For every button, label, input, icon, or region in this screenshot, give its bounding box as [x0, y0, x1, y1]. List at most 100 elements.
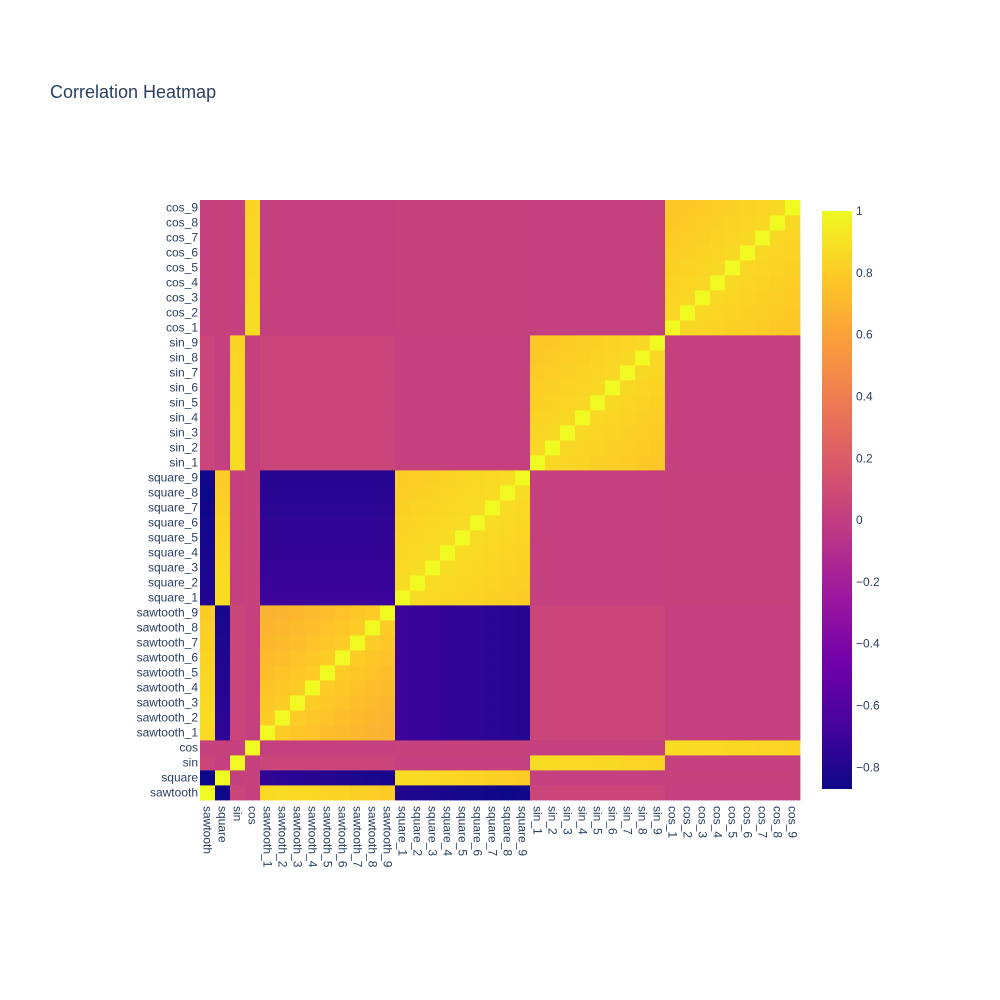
heatmap-cell-cos_7-sin_9 — [650, 230, 666, 246]
heatmap-cell-sin_9-square_6 — [470, 335, 486, 351]
heatmap-cell-sin_2-sawtooth — [200, 440, 216, 456]
heatmap-cell-sawtooth-sin — [230, 785, 246, 801]
heatmap-cell-sawtooth-sin_3 — [560, 785, 576, 801]
heatmap-cell-sin_8-sin_5 — [590, 350, 606, 366]
heatmap-cell-cos_2-square_2 — [410, 305, 426, 321]
heatmap-cell-cos_9-sawtooth_1 — [260, 200, 276, 216]
heatmap-cell-sin-sin — [230, 755, 246, 771]
heatmap-cell-sin_1-cos_4 — [710, 455, 726, 471]
heatmap-cell-sin_6-cos_4 — [710, 380, 726, 396]
heatmap-cell-cos_7-cos_7 — [755, 230, 771, 246]
heatmap-cell-square-sin_7 — [620, 770, 636, 786]
heatmap-cell-cos_5-cos — [245, 260, 261, 276]
heatmap-cell-sawtooth_1-sin_2 — [545, 725, 561, 741]
heatmap-cell-cos_7-square_9 — [515, 230, 531, 246]
heatmap-cell-sin_5-sin_1 — [530, 395, 546, 411]
heatmap-cell-sin_5-sawtooth_3 — [290, 395, 306, 411]
heatmap-cell-sawtooth_6-sawtooth_1 — [260, 650, 276, 666]
heatmap-cell-sawtooth_6-sawtooth_7 — [350, 650, 366, 666]
heatmap-cell-sawtooth_4-square_6 — [470, 680, 486, 696]
heatmap-cell-sawtooth_5-sawtooth_5 — [320, 665, 336, 681]
heatmap-cell-cos_5-cos_5 — [725, 260, 741, 276]
heatmap-cell-square_8-sawtooth — [200, 485, 216, 501]
heatmap-cell-square_6-square — [215, 515, 231, 531]
heatmap-cell-sin_4-sin_9 — [650, 410, 666, 426]
heatmap-cell-cos_3-sin_2 — [545, 290, 561, 306]
heatmap-cell-sin_9-sawtooth_9 — [380, 335, 396, 351]
heatmap-cell-sawtooth_3-cos_6 — [740, 695, 756, 711]
heatmap-cell-sawtooth_5-sawtooth_4 — [305, 665, 321, 681]
heatmap-cell-sin_1-sin_3 — [560, 455, 576, 471]
heatmap-cell-square_5-sin — [230, 530, 246, 546]
heatmap-cell-sawtooth_1-square_9 — [515, 725, 531, 741]
heatmap-cell-cos_4-sin_7 — [620, 275, 636, 291]
colorbar-tick-label: 0.6 — [856, 328, 873, 342]
heatmap-cell-sawtooth_7-square_7 — [485, 635, 501, 651]
heatmap-cell-square_4-sawtooth_8 — [365, 545, 381, 561]
heatmap-cell-sawtooth_3-sin_7 — [620, 695, 636, 711]
heatmap-cell-square_8-square_2 — [410, 485, 426, 501]
heatmap-cell-sin_7-sin_5 — [590, 365, 606, 381]
heatmap-cell-sawtooth_4-sawtooth_5 — [320, 680, 336, 696]
heatmap-cell-cos_5-sawtooth_2 — [275, 260, 291, 276]
heatmap-cell-cos_3-sawtooth_7 — [350, 290, 366, 306]
heatmap-cell-sawtooth_2-sin_5 — [590, 710, 606, 726]
heatmap-cell-square_8-sawtooth_2 — [275, 485, 291, 501]
heatmap-cell-sin_4-square — [215, 410, 231, 426]
heatmap-cell-square_1-square_8 — [500, 590, 516, 606]
heatmap-cell-sin_5-sawtooth_1 — [260, 395, 276, 411]
heatmap-cell-square_8-cos_1 — [665, 485, 681, 501]
heatmap-cell-square_4-cos_7 — [755, 545, 771, 561]
heatmap-cell-square_1-cos_5 — [725, 590, 741, 606]
heatmap-cell-cos_2-sawtooth_6 — [335, 305, 351, 321]
heatmap-cell-cos_6-sawtooth_1 — [260, 245, 276, 261]
heatmap-cell-sin_7-cos_5 — [725, 365, 741, 381]
heatmap-cell-cos_7-square — [215, 230, 231, 246]
heatmap-cell-sin_5-square_2 — [410, 395, 426, 411]
heatmap-cell-sin_4-sawtooth_2 — [275, 410, 291, 426]
heatmap-cell-cos_1-square_8 — [500, 320, 516, 336]
heatmap-cell-sawtooth_3-cos_8 — [770, 695, 786, 711]
heatmap-cell-square-cos_2 — [680, 770, 696, 786]
heatmap-cell-cos_6-cos_4 — [710, 245, 726, 261]
heatmap-cell-sin_3-square — [215, 425, 231, 441]
heatmap-cell-sawtooth_1-sin_3 — [560, 725, 576, 741]
heatmap-cell-cos_5-square_2 — [410, 260, 426, 276]
heatmap-cell-sin_1-cos_6 — [740, 455, 756, 471]
heatmap-cell-square_2-sin_2 — [545, 575, 561, 591]
x-tick-label: sin_3 — [561, 806, 575, 835]
heatmap-cell-sawtooth_9-square_9 — [515, 605, 531, 621]
heatmap-cell-cos_7-cos_8 — [770, 230, 786, 246]
y-tick-label: sin_7 — [169, 366, 198, 380]
heatmap-cell-sin_1-cos_2 — [680, 455, 696, 471]
heatmap-cell-square_5-square_9 — [515, 530, 531, 546]
heatmap-cell-square_3-sawtooth — [200, 560, 216, 576]
heatmap-cell-sin_9-cos_4 — [710, 335, 726, 351]
heatmap-cell-sin_8-cos_9 — [785, 350, 801, 366]
heatmap-cell-sawtooth_4-square_9 — [515, 680, 531, 696]
heatmap-cell-square_3-sawtooth_7 — [350, 560, 366, 576]
heatmap-cell-sawtooth_8-sin — [230, 620, 246, 636]
heatmap-cell-cos_1-square_5 — [455, 320, 471, 336]
heatmap-cell-cos-sin_2 — [545, 740, 561, 756]
heatmap-cell-sin_9-square_3 — [425, 335, 441, 351]
heatmap-cell-sawtooth_4-square_2 — [410, 680, 426, 696]
heatmap-cell-sawtooth_1-sin_5 — [590, 725, 606, 741]
heatmap-cell-square_8-cos_5 — [725, 485, 741, 501]
heatmap-cell-square_3-cos_5 — [725, 560, 741, 576]
heatmap-cell-cos_1-sawtooth_1 — [260, 320, 276, 336]
y-tick-label: sawtooth_9 — [137, 606, 199, 620]
heatmap-cell-sawtooth-sawtooth — [200, 785, 216, 801]
heatmap-cell-cos_1-sin_7 — [620, 320, 636, 336]
heatmap-cell-sawtooth_3-cos_4 — [710, 695, 726, 711]
heatmap-cell-square_9-cos_1 — [665, 470, 681, 486]
heatmap-cell-sin_4-cos_6 — [740, 410, 756, 426]
heatmap-cell-square_9-cos_6 — [740, 470, 756, 486]
heatmap-cell-cos_9-sin_1 — [530, 200, 546, 216]
heatmap-cell-sin-sawtooth — [200, 755, 216, 771]
x-axis-ticks: sawtooth square sin cos sawtooth_1 sawtooth_2… — [201, 806, 800, 868]
heatmap-cell-sin_9-square_4 — [440, 335, 456, 351]
heatmap-cell-sawtooth_5-sawtooth — [200, 665, 216, 681]
heatmap-cell-sin_9-cos_3 — [695, 335, 711, 351]
heatmap-cell-cos_5-sin — [230, 260, 246, 276]
